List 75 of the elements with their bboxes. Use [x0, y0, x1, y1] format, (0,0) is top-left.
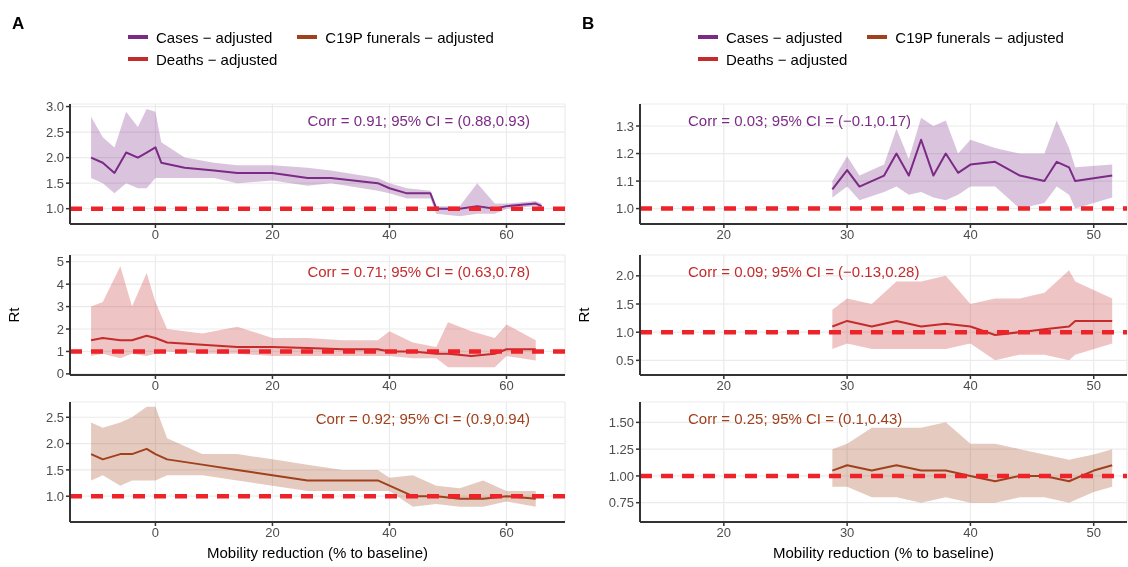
x-tick-label: 20	[716, 227, 732, 243]
annotation: Corr = 0.25; 95% CI = (0.1,0.43)	[688, 410, 903, 427]
y-tick-label: 0.75	[608, 495, 634, 511]
x-tick-label: 40	[382, 525, 397, 541]
x-axis-title: Mobility reduction (% to baseline)	[207, 544, 428, 561]
annotation: Corr = 0.71; 95% CI = (0.63,0.78)	[307, 263, 530, 280]
x-tick-label: 20	[265, 227, 280, 243]
legend-label: C19P funerals − adjusted	[895, 28, 1064, 46]
x-tick-label: 60	[499, 525, 514, 541]
y-tick-label: 1.3	[615, 118, 634, 134]
y-tick-label: 1.5	[45, 175, 64, 191]
y-axis-title: Rt	[575, 306, 593, 323]
y-tick-label: 2.0	[45, 436, 64, 452]
y-tick-label: 1	[56, 344, 64, 360]
x-tick-label: 40	[382, 378, 397, 394]
y-tick-label: 0	[56, 366, 64, 382]
y-tick-label: 1.50	[608, 414, 634, 430]
line-series	[90, 334, 537, 357]
text: B	[582, 14, 595, 34]
y-tick-label: 1.0	[45, 201, 64, 217]
x-tick-label: 40	[963, 227, 978, 243]
x-tick-label: 40	[382, 227, 397, 243]
y-tick-label: 1.0	[615, 201, 634, 217]
x-tick-label: 50	[1086, 227, 1101, 243]
annotation: Corr = 0.92; 95% CI = (0.9,0.94)	[315, 410, 530, 427]
y-tick-label: 3.0	[45, 99, 64, 115]
y-tick-label: 2.0	[615, 268, 634, 284]
x-tick-label: 50	[1086, 525, 1101, 541]
y-tick-label: 1.25	[608, 441, 634, 457]
y-tick-label: 1.00	[608, 468, 634, 484]
y-tick-label: 1.2	[615, 146, 634, 162]
y-tick-label: 3	[56, 299, 64, 315]
y-tick-label: 1.0	[45, 488, 64, 504]
y-tick-label: 1.0	[615, 324, 634, 340]
x-tick-label: 40	[963, 378, 978, 394]
x-axis-title: Mobility reduction (% to baseline)	[773, 544, 994, 561]
x-tick-label: 20	[265, 525, 280, 541]
x-tick-label: 0	[151, 227, 160, 243]
legend-label: Cases − adjusted	[726, 28, 843, 46]
x-tick-label: 50	[1086, 378, 1101, 394]
legend-label: Deaths − adjusted	[156, 50, 278, 68]
y-tick-label: 1.5	[615, 296, 634, 312]
x-tick-label: 0	[151, 378, 160, 394]
y-tick-label: 2	[56, 321, 64, 337]
legend-label: Deaths − adjusted	[726, 50, 848, 68]
x-tick-label: 60	[499, 378, 514, 394]
text: A	[12, 14, 25, 34]
y-tick-label: 2.5	[45, 409, 64, 425]
x-tick-label: 0	[151, 525, 160, 541]
y-tick-label: 0.5	[615, 352, 634, 368]
line-series	[90, 447, 537, 500]
y-tick-label: 2.5	[45, 124, 64, 140]
line-series	[831, 319, 1114, 336]
y-tick-label: 4	[56, 276, 64, 292]
y-tick-label: 5	[56, 254, 64, 270]
annotation: Corr = 0.03; 95% CI = (−0.1,0.17)	[688, 112, 912, 129]
x-tick-label: 30	[839, 525, 855, 541]
line-series	[831, 138, 1114, 191]
x-tick-label: 20	[716, 378, 732, 394]
line-series	[90, 146, 543, 210]
y-axis-title: Rt	[5, 306, 23, 323]
x-tick-label: 30	[839, 378, 855, 394]
x-tick-label: 30	[839, 227, 855, 243]
x-tick-label: 20	[265, 378, 280, 394]
legend-label: Cases − adjusted	[156, 28, 273, 46]
y-tick-label: 1.5	[45, 462, 64, 478]
legend-label: C19P funerals − adjusted	[325, 28, 494, 46]
annotation: Corr = 0.09; 95% CI = (−0.13,0.28)	[688, 263, 920, 280]
y-tick-label: 1.1	[615, 173, 634, 189]
y-tick-label: 2.0	[45, 150, 64, 166]
line-series	[831, 464, 1114, 483]
x-tick-label: 20	[716, 525, 732, 541]
x-tick-label: 60	[499, 227, 514, 243]
x-tick-label: 40	[963, 525, 978, 541]
annotation: Corr = 0.91; 95% CI = (0.88,0.93)	[307, 112, 530, 129]
